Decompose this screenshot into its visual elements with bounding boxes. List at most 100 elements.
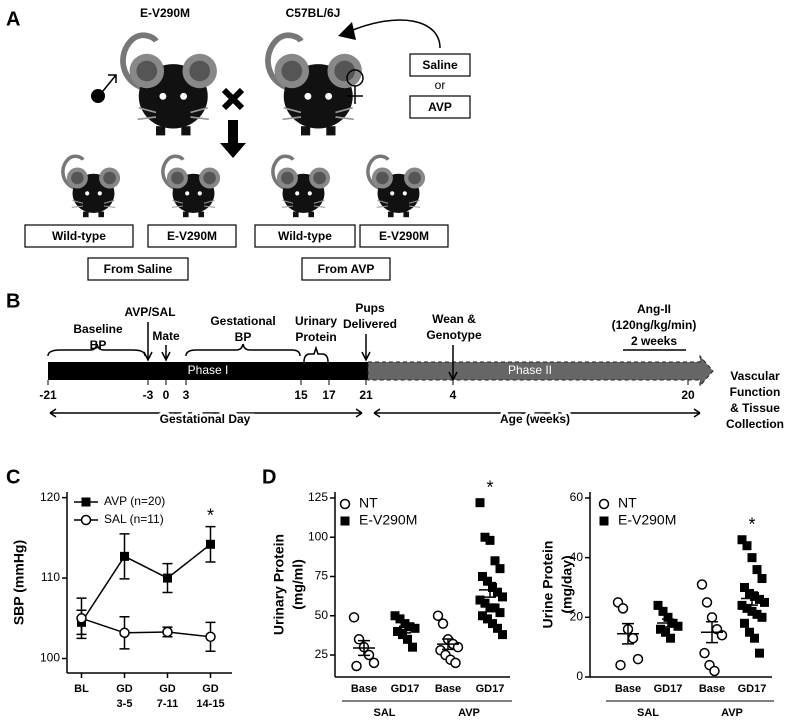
strain-label: C57BL/6J	[286, 6, 341, 20]
marker	[740, 618, 749, 628]
offspring-label: E-V290M	[379, 229, 429, 243]
x-tick-label: 14-15	[196, 698, 224, 710]
bracket	[303, 345, 329, 363]
marker	[653, 600, 663, 610]
marker	[750, 591, 759, 601]
marker	[81, 497, 91, 507]
marker	[632, 653, 644, 665]
marker	[737, 600, 747, 610]
axis-arrow	[373, 408, 701, 418]
marker	[163, 573, 172, 583]
x-tick-label: GD	[116, 683, 133, 695]
annotation: *	[748, 514, 755, 534]
sem-bar	[399, 625, 411, 634]
group-label: From Saline	[104, 262, 173, 276]
x-tick-label: GD17	[476, 683, 505, 695]
timeline-tick-label: -21	[39, 388, 57, 402]
x-tick-label: GD17	[654, 683, 683, 695]
legend-label: E-V290M	[618, 512, 676, 528]
marker	[475, 498, 485, 508]
marker	[351, 660, 362, 672]
y-tick-label: 60	[570, 490, 584, 504]
panel-label: D	[262, 466, 276, 488]
marker	[673, 621, 683, 631]
event-label: 2 weeks	[631, 334, 677, 348]
mouse-icon	[271, 154, 332, 219]
marker	[76, 613, 87, 624]
marker	[348, 612, 360, 623]
y-tick-label: 75	[315, 569, 329, 583]
bracket	[185, 343, 301, 357]
event-label: AVP/SAL	[124, 305, 175, 319]
offspring-box	[24, 224, 134, 248]
annotation: *	[486, 477, 493, 497]
y-tick-label: 100	[308, 529, 328, 543]
marker	[663, 612, 673, 622]
marker	[480, 532, 490, 542]
group-box	[301, 257, 391, 281]
y-tick-label: 25	[315, 647, 329, 661]
x-tick-label: Base	[615, 683, 641, 695]
marker	[162, 626, 173, 638]
y-axis-label: SBP (mmHg)	[11, 540, 27, 625]
event-label: BP	[90, 338, 107, 352]
x-tick-label: BL	[74, 683, 89, 695]
treatment-box	[409, 95, 471, 119]
marker	[745, 588, 754, 598]
x-tick-label: GD17	[738, 683, 767, 695]
cross-symbol	[221, 87, 245, 111]
y-tick-label: 125	[308, 490, 328, 504]
treatment-label: Saline	[422, 58, 458, 72]
timeline-tick-label: -3	[143, 388, 154, 402]
mouse-icon	[123, 35, 217, 135]
marker	[666, 633, 675, 643]
marker	[747, 606, 757, 616]
marker	[340, 516, 350, 526]
mouse-icon	[366, 154, 427, 219]
y-tick-label: 40	[570, 550, 584, 564]
treatment-label: AVP	[428, 100, 452, 114]
marker	[480, 598, 490, 608]
legend-label: NT	[359, 495, 378, 511]
y-axis-label: (mg/day)	[559, 555, 575, 613]
y-tick-label: 110	[41, 570, 60, 584]
y-axis-label: Urinary Protein	[271, 534, 287, 635]
event-label: Baseline	[73, 322, 123, 336]
offspring-label: E-V290M	[167, 229, 217, 243]
marker	[617, 603, 629, 614]
event-label: Collection	[726, 417, 784, 431]
marker	[483, 576, 492, 586]
marker	[709, 665, 720, 677]
marker	[599, 516, 609, 526]
phase-bar	[48, 362, 368, 380]
marker	[750, 633, 759, 643]
marker	[747, 553, 757, 563]
marker	[493, 623, 502, 633]
offspring-label: Wild-type	[52, 229, 106, 243]
legend-label: AVP (n=20)	[104, 494, 165, 508]
group-label: From AVP	[318, 262, 375, 276]
phase-label: Phase I	[188, 363, 229, 377]
event-arrow	[143, 322, 153, 362]
mouse-icon	[161, 154, 222, 219]
curved-arrow	[347, 19, 441, 49]
marker	[490, 556, 500, 566]
timeline-tick-label: 0	[163, 388, 170, 402]
group-label: SAL	[637, 707, 659, 719]
timeline-tick-label: 4	[450, 388, 457, 402]
y-axis-label: Urine Protein	[540, 541, 556, 629]
axis-arrow	[49, 408, 363, 418]
event-label: Pups	[355, 301, 385, 315]
x-tick-label: Base	[699, 683, 725, 695]
event-label: Delivered	[343, 317, 397, 331]
marker	[661, 627, 670, 637]
bracket	[47, 343, 146, 357]
timeline-tick-label: 20	[681, 388, 695, 402]
event-label: Vascular	[730, 369, 780, 383]
event-label: & Tissue	[730, 401, 780, 415]
marker	[498, 630, 507, 640]
marker	[368, 657, 380, 669]
y-axis-label: (mg/ml)	[290, 559, 306, 610]
offspring-box	[147, 224, 237, 248]
